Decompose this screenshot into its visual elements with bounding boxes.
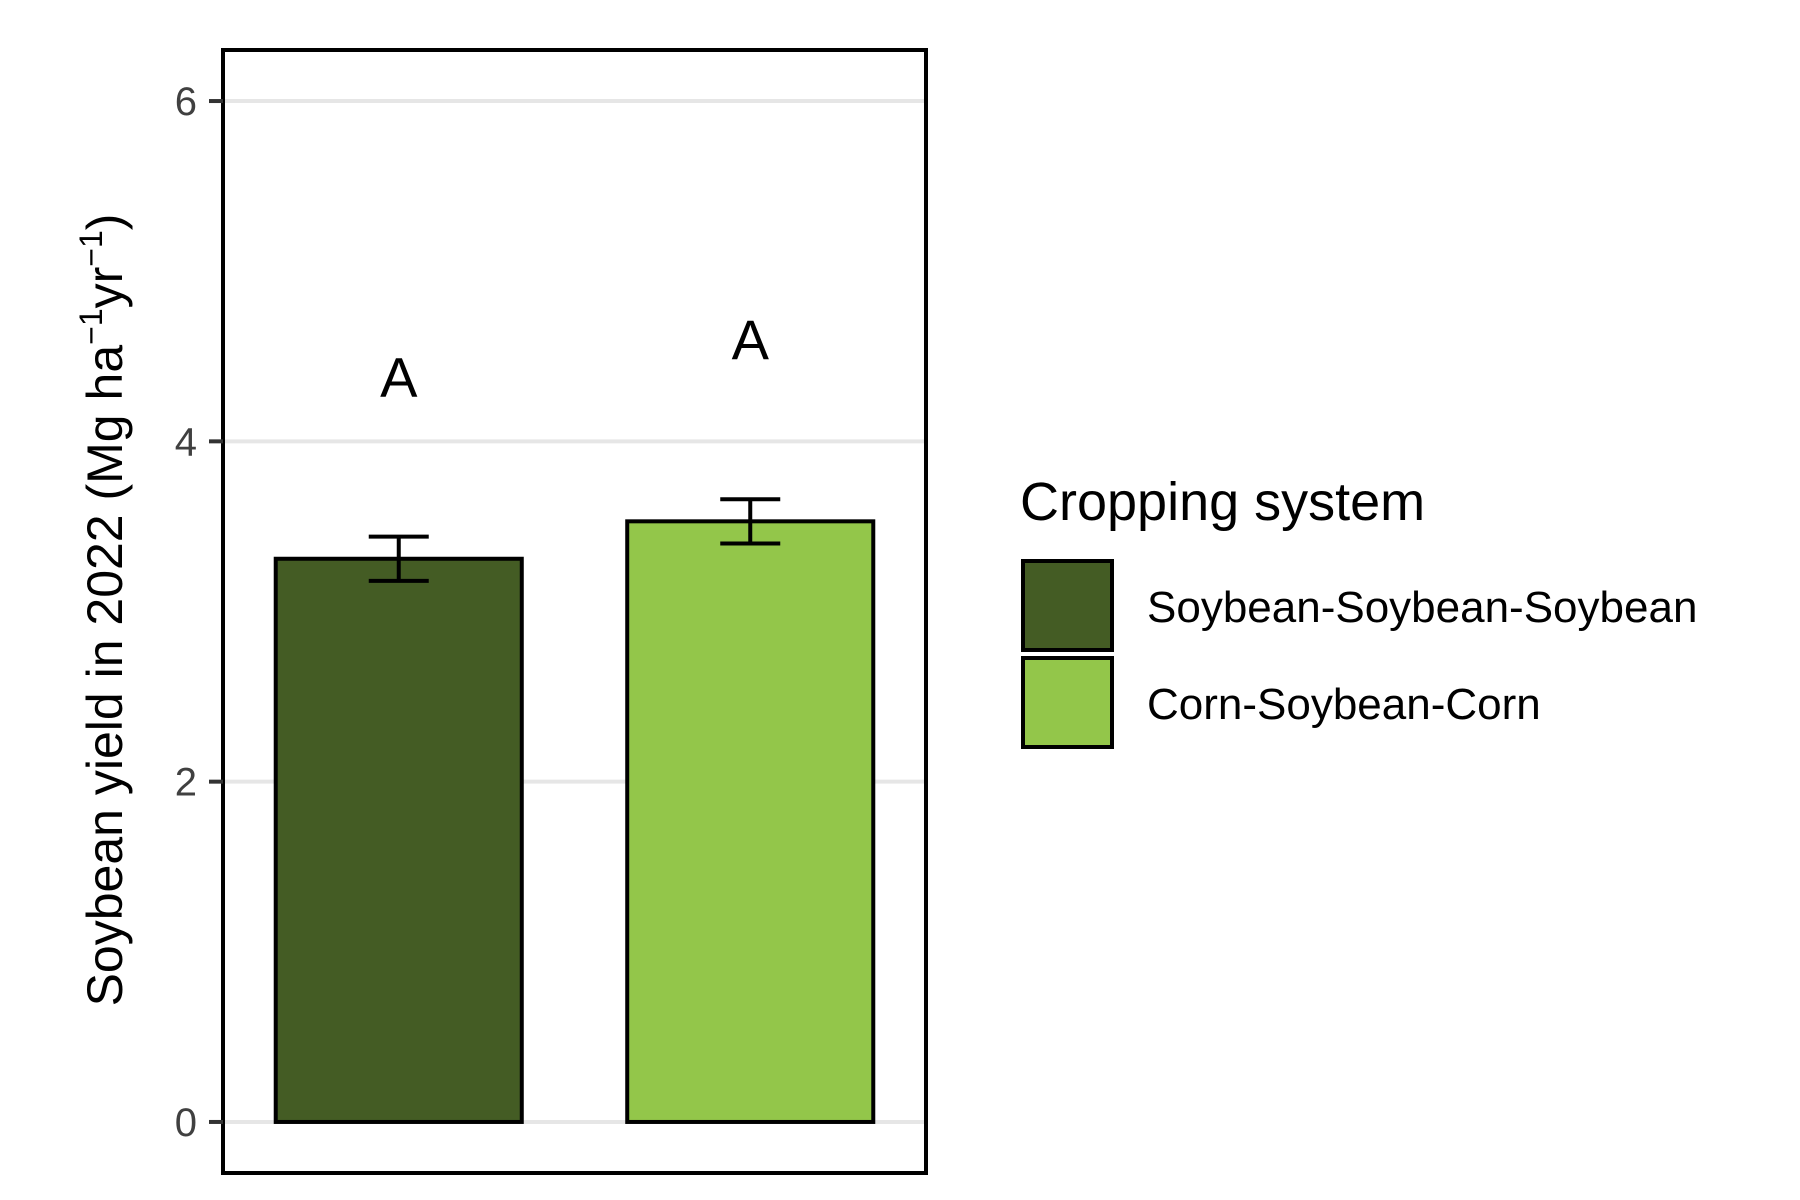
y-axis-title-mid: yr — [77, 267, 133, 309]
legend-swatch-soybean-soybean-soybean — [1021, 559, 1114, 652]
error-bars — [368, 497, 781, 583]
legend-title: Cropping system — [1020, 472, 1425, 532]
y-axis-title: Soybean yield in 2022 (Mg ha−1yr−1) — [73, 214, 133, 1007]
significance-letters: A A — [380, 308, 770, 408]
y-tick-label-4: 4 — [175, 420, 197, 464]
legend-label-corn-soybean-corn: Corn-Soybean-Corn — [1147, 680, 1541, 729]
significance-letter-soybean-soybean-soybean: A — [380, 346, 418, 409]
bars — [273, 519, 876, 1124]
legend: Cropping system Soybean-Soybean-Soybean … — [1020, 472, 1697, 749]
bar-corn-soybean-corn — [625, 519, 876, 1124]
bar-soybean-soybean-soybean — [273, 556, 524, 1124]
y-axis-title-sup1: −1 — [73, 308, 109, 344]
y-axis-title-sup2: −1 — [73, 230, 109, 266]
y-axis: 0 2 4 6 — [175, 80, 223, 1145]
significance-letter-corn-soybean-corn: A — [732, 308, 770, 371]
y-tick-label-0: 0 — [175, 1101, 197, 1145]
y-tick-label-2: 2 — [175, 761, 197, 805]
plot-panel-border — [221, 48, 928, 1175]
legend-label-soybean-soybean-soybean: Soybean-Soybean-Soybean — [1147, 583, 1697, 632]
legend-swatch-corn-soybean-corn — [1021, 656, 1114, 749]
error-bar-corn-soybean-corn — [720, 497, 781, 546]
error-bar-soybean-soybean-soybean — [368, 534, 429, 583]
y-axis-title-end: ) — [77, 214, 133, 231]
y-tick-label-6: 6 — [175, 80, 197, 124]
y-axis-title-main: Soybean yield in 2022 (Mg ha — [77, 345, 133, 1007]
